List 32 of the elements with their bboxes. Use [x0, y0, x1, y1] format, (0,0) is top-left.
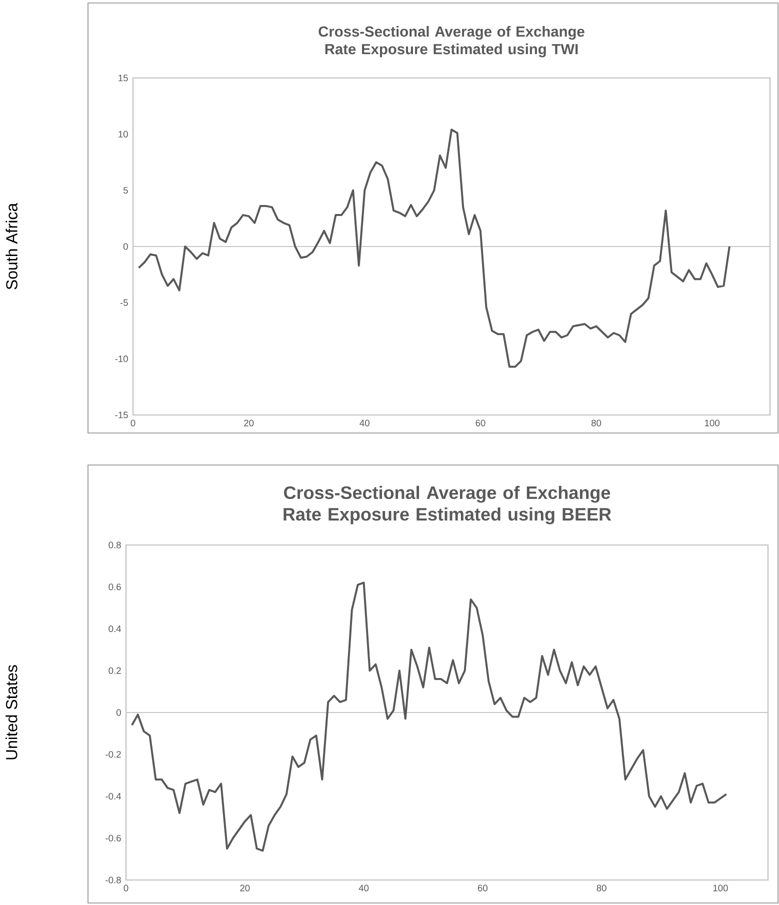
y-tick-label: 5 — [123, 187, 128, 194]
x-tick-label: 80 — [591, 420, 602, 426]
y-axis-title: United States — [6, 665, 18, 760]
x-tick-label: 100 — [713, 884, 728, 892]
chart-title: Cross-Sectional Average of Exchange Rate Exposure Estimated using BEER — [284, 486, 612, 524]
x-tick-label: 60 — [478, 884, 488, 892]
y-tick-label: 15 — [118, 74, 128, 82]
x-tick-label: 20 — [240, 884, 250, 892]
y-axis-title: South Africa — [6, 202, 18, 290]
x-tick-label: 40 — [360, 420, 370, 426]
y-tick-label: 0.8 — [108, 542, 121, 548]
x-tick-label: 80 — [596, 884, 606, 892]
y-tick-label: -0.6 — [106, 834, 121, 842]
x-tick-label: 60 — [476, 420, 486, 426]
x-tick-label: 100 — [705, 420, 720, 426]
y-tick-label: -0.8 — [106, 876, 121, 884]
chart-title: Cross-Sectional Average of Exchange Rate Exposure Estimated using TWI — [318, 26, 584, 58]
y-tick-label: 0.6 — [108, 584, 121, 590]
y-tick-label: -5 — [120, 299, 128, 306]
y-tick-label: -15 — [115, 412, 128, 418]
x-tick-label: 20 — [244, 420, 254, 426]
y-tick-label: 0.2 — [108, 667, 121, 674]
line-series — [138, 128, 730, 368]
x-tick-label: 0 — [130, 420, 136, 426]
y-tick-label: 10 — [118, 130, 128, 138]
x-tick-label: 40 — [358, 884, 369, 892]
y-tick-label: 0 — [116, 709, 121, 716]
y-tick-label: -10 — [115, 356, 128, 362]
y-tick-label: -0.2 — [106, 751, 121, 758]
y-tick-label: 0 — [123, 243, 128, 250]
y-tick-label: -0.4 — [106, 792, 122, 800]
y-tick-label: 0.4 — [108, 625, 122, 632]
